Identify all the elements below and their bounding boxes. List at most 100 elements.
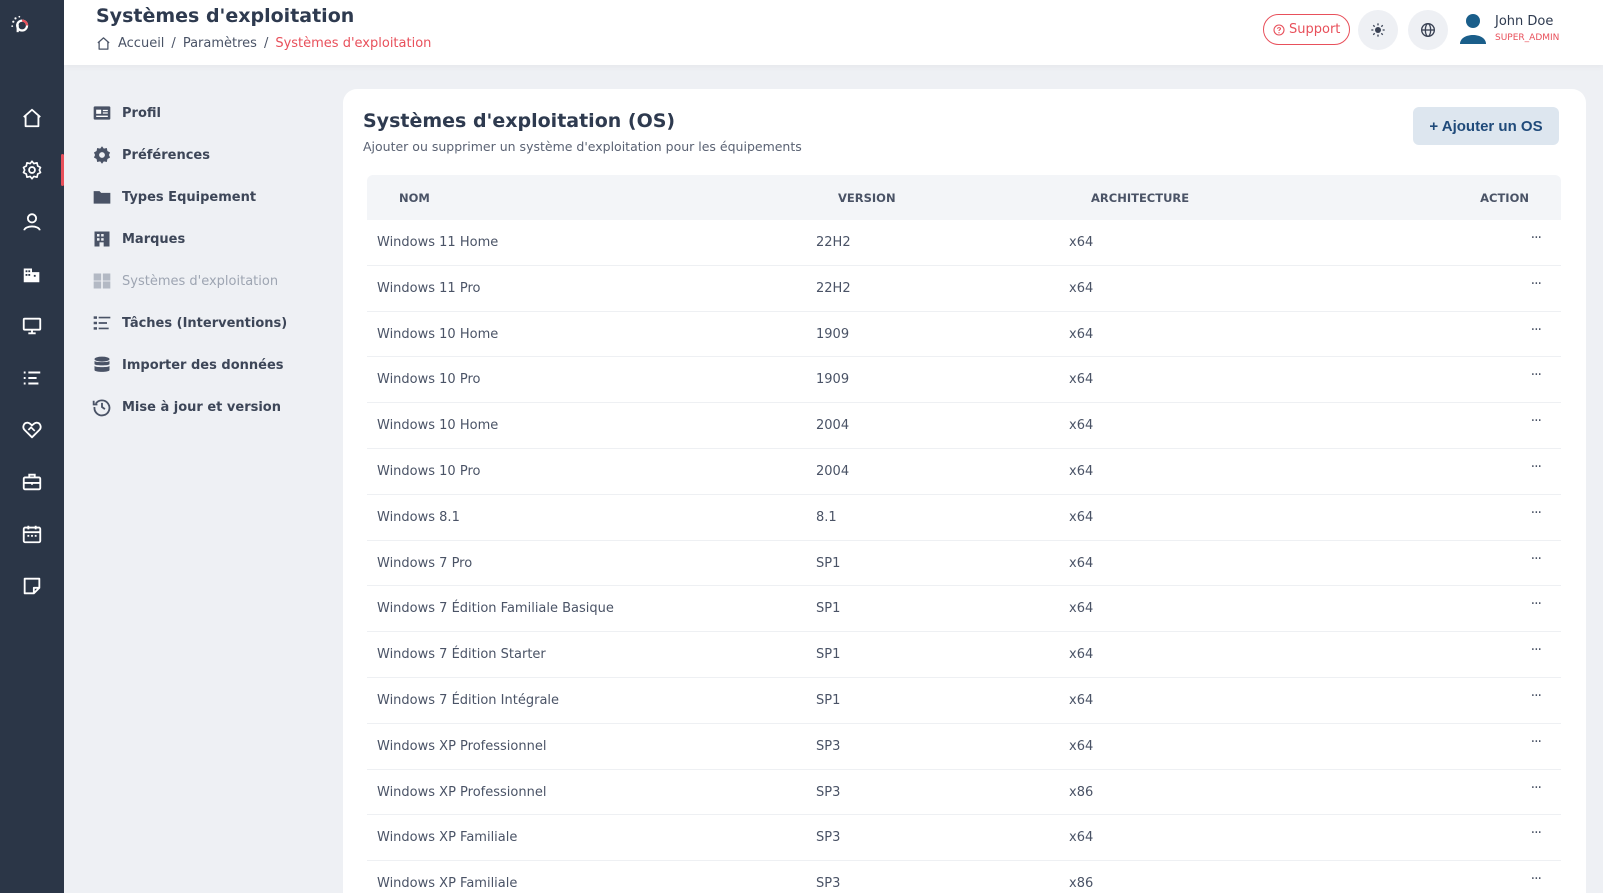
os-architecture-cell: x64 — [1069, 235, 1094, 250]
row-action-menu-button[interactable]: ··· — [1530, 687, 1542, 704]
column-name-header[interactable]: NOM — [399, 190, 430, 205]
app-logo[interactable] — [10, 14, 50, 54]
sun-icon — [1371, 23, 1385, 37]
column-version-header[interactable]: VERSION — [838, 190, 896, 205]
globe-icon — [1421, 23, 1435, 37]
table-row[interactable]: Windows 10 Home 1909 x64 ··· — [367, 312, 1561, 358]
rail-calendar[interactable] — [0, 514, 64, 554]
row-action-menu-button[interactable]: ··· — [1530, 825, 1542, 842]
os-name-cell: Windows 7 Édition Familiale Basique — [377, 601, 614, 617]
row-action-menu-button[interactable]: ··· — [1530, 642, 1542, 659]
table-row[interactable]: Windows 10 Home 2004 x64 ··· — [367, 403, 1561, 449]
table-row[interactable]: Windows XP Professionnel SP3 x86 ··· — [367, 770, 1561, 816]
table-row[interactable]: Windows XP Professionnel SP3 x64 ··· — [367, 724, 1561, 770]
os-architecture-cell: x86 — [1069, 784, 1094, 800]
briefcase-icon — [22, 473, 42, 491]
table-row[interactable]: Windows XP Familiale SP3 x86 ··· — [367, 861, 1561, 893]
rail-support[interactable] — [0, 410, 64, 450]
settings-item-brands[interactable]: Marques — [92, 218, 322, 260]
user-menu[interactable]: John Doe SUPER_ADMIN — [1459, 12, 1559, 44]
os-version-cell: 2004 — [816, 418, 850, 434]
breadcrumb-settings[interactable]: Paramètres — [182, 36, 257, 51]
support-label: Support — [1289, 22, 1341, 37]
row-action-menu-button[interactable]: ··· — [1530, 871, 1542, 888]
table-row[interactable]: Windows 7 Édition Familiale Basique SP1 x6… — [367, 586, 1561, 633]
settings-item-profile[interactable]: Profil — [92, 92, 322, 134]
rail-settings[interactable] — [0, 150, 64, 190]
building-icon — [23, 268, 40, 283]
database-icon — [94, 356, 110, 372]
settings-item-preferences[interactable]: Préférences — [92, 134, 322, 176]
os-version-cell: SP3 — [816, 738, 841, 754]
rail-devices[interactable] — [0, 306, 64, 346]
rail-companies[interactable] — [0, 254, 64, 294]
os-version-cell: 1909 — [816, 372, 850, 388]
os-version-cell: SP3 — [816, 784, 841, 800]
theme-toggle-button[interactable] — [1358, 10, 1398, 50]
list-icon — [23, 371, 41, 385]
settings-item-tasks[interactable]: Tâches (Interventions) — [92, 302, 322, 344]
settings-item-import[interactable]: Importer des données — [92, 344, 322, 386]
table-row[interactable]: Windows 8.1 8.1 x64 ··· — [367, 495, 1561, 541]
table-row[interactable]: Windows 11 Home 22H2 x64 ··· — [367, 220, 1561, 266]
os-version-cell: SP1 — [816, 647, 841, 663]
breadcrumb-home[interactable]: Accueil — [118, 36, 165, 51]
os-architecture-cell: x64 — [1069, 601, 1094, 617]
rail-tasks[interactable] — [0, 358, 64, 398]
os-name-cell: Windows 10 Home — [377, 326, 499, 342]
row-action-menu-button[interactable]: ··· — [1530, 550, 1542, 567]
os-version-cell: 1909 — [816, 326, 850, 342]
row-action-menu-button[interactable]: ··· — [1530, 733, 1542, 750]
os-architecture-cell: x64 — [1069, 692, 1094, 708]
row-action-menu-button[interactable]: ··· — [1530, 413, 1542, 430]
os-version-cell: 8.1 — [816, 509, 837, 525]
os-version-cell: SP1 — [816, 692, 841, 708]
row-action-menu-button[interactable]: ··· — [1530, 779, 1542, 796]
breadcrumb-separator: / — [171, 36, 176, 51]
user-name: John Doe — [1495, 13, 1554, 29]
table-row[interactable]: Windows 11 Pro 22H2 x64 ··· — [367, 266, 1561, 312]
rail-users[interactable] — [0, 202, 64, 242]
column-architecture-header[interactable]: ARCHITECTURE — [1091, 190, 1190, 205]
os-version-cell: 22H2 — [816, 280, 851, 296]
row-action-menu-button[interactable]: ··· — [1530, 275, 1542, 292]
os-name-cell: Windows XP Familiale — [377, 876, 518, 892]
table-row[interactable]: Windows 7 Pro SP1 x64 ··· — [367, 541, 1561, 587]
os-architecture-cell: x64 — [1069, 280, 1094, 296]
row-action-menu-button[interactable]: ··· — [1530, 458, 1542, 475]
os-name-cell: Windows 7 Édition Intégrale — [377, 692, 560, 708]
help-circle-icon — [1273, 23, 1285, 36]
card-title: Systèmes d'exploitation (OS) — [363, 110, 676, 132]
table-row[interactable]: Windows 10 Pro 1909 x64 ··· — [367, 357, 1561, 404]
card-subtitle: Ajouter ou supprimer un système d'exploi… — [363, 139, 802, 154]
os-name-cell: Windows 7 Édition Starter — [377, 647, 546, 663]
row-action-menu-button[interactable]: ··· — [1530, 367, 1542, 384]
rail-contracts[interactable] — [0, 462, 64, 502]
row-action-menu-button[interactable]: ··· — [1530, 230, 1542, 246]
add-os-button[interactable]: + Ajouter un OS — [1413, 107, 1559, 145]
table-row[interactable]: Windows 10 Pro 2004 x64 ··· — [367, 449, 1561, 495]
table-row[interactable]: Windows 7 Édition Starter SP1 x64 ··· — [367, 632, 1561, 678]
row-action-menu-button[interactable]: ··· — [1530, 504, 1542, 521]
rail-home[interactable] — [0, 98, 64, 138]
settings-item-label: Profil — [122, 105, 161, 121]
support-button[interactable]: Support — [1263, 14, 1351, 45]
calendar-icon — [22, 525, 42, 544]
settings-item-updates[interactable]: Mise à jour et version — [92, 386, 322, 428]
table-row[interactable]: Windows XP Familiale SP3 x64 ··· — [367, 815, 1561, 862]
user-role: SUPER_ADMIN — [1495, 32, 1560, 43]
note-icon — [23, 577, 41, 595]
row-action-menu-button[interactable]: ··· — [1530, 321, 1542, 338]
language-button[interactable] — [1408, 10, 1448, 50]
settings-item-equipment-types[interactable]: Types Equipement — [92, 176, 322, 218]
row-action-menu-button[interactable]: ··· — [1530, 596, 1542, 613]
rail-notes[interactable] — [0, 566, 64, 606]
settings-item-operating-systems[interactable]: Systèmes d'exploitation — [92, 260, 322, 302]
settings-item-label: Préférences — [122, 147, 210, 163]
os-name-cell: Windows 8.1 — [377, 509, 460, 525]
table-row[interactable]: Windows 7 Édition Intégrale SP1 x64 ··· — [367, 678, 1561, 724]
os-architecture-cell: x64 — [1069, 463, 1094, 479]
os-name-cell: Windows XP Professionnel — [377, 784, 547, 800]
os-architecture-cell: x64 — [1069, 738, 1094, 754]
os-version-cell: 2004 — [816, 463, 850, 479]
